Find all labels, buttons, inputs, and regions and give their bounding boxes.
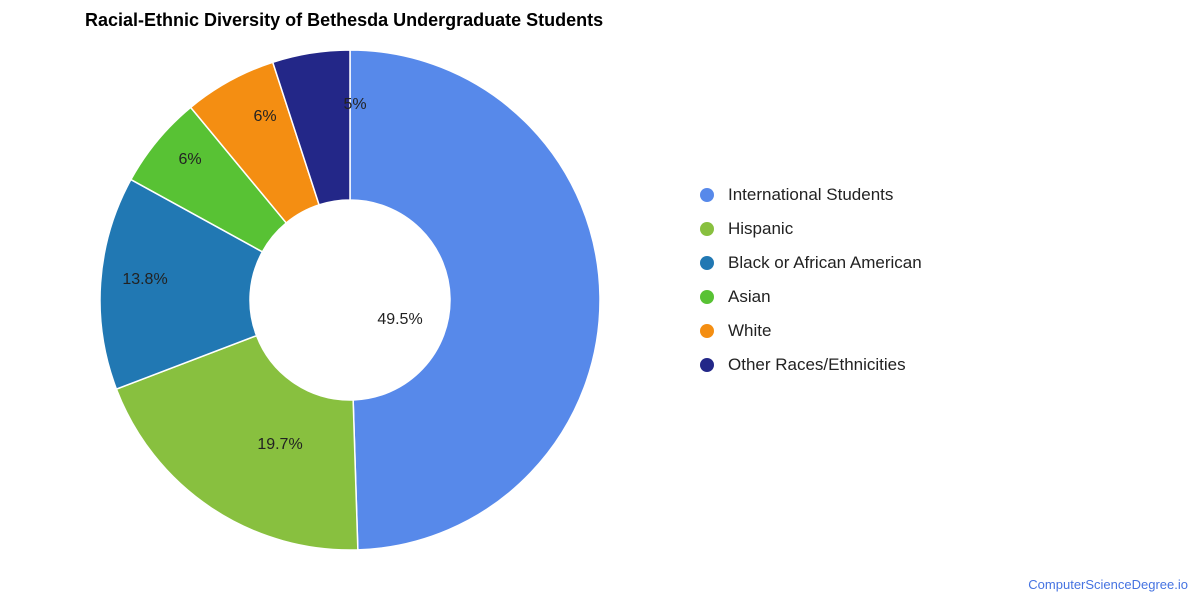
slice-label-1: 19.7% [257,436,302,453]
legend-label: Asian [728,287,771,307]
donut-svg: 49.5% 19.7% 13.8% 6% 6% 5% [80,30,620,570]
legend-item-3[interactable]: Asian [700,287,922,307]
legend-marker-icon [700,222,714,236]
attribution-link[interactable]: ComputerScienceDegree.io [1028,577,1188,592]
slice-label-5: 5% [343,96,366,113]
legend-label: International Students [728,185,893,205]
slice-label-4: 6% [253,108,276,125]
legend-item-5[interactable]: Other Races/Ethnicities [700,355,922,375]
legend-item-4[interactable]: White [700,321,922,341]
legend-marker-icon [700,358,714,372]
legend-label: White [728,321,771,341]
legend-item-0[interactable]: International Students [700,185,922,205]
slice-label-0: 49.5% [377,311,422,328]
slice-label-2: 13.8% [122,271,167,288]
legend-item-1[interactable]: Hispanic [700,219,922,239]
legend: International Students Hispanic Black or A… [700,185,922,389]
legend-label: Other Races/Ethnicities [728,355,906,375]
slice-0[interactable] [350,50,600,550]
legend-item-2[interactable]: Black or African American [700,253,922,273]
chart-title: Racial-Ethnic Diversity of Bethesda Unde… [85,10,603,31]
legend-marker-icon [700,256,714,270]
legend-marker-icon [700,324,714,338]
donut-chart: 49.5% 19.7% 13.8% 6% 6% 5% [80,30,620,570]
slice-label-3: 6% [178,151,201,168]
legend-marker-icon [700,188,714,202]
legend-label: Hispanic [728,219,793,239]
legend-marker-icon [700,290,714,304]
legend-label: Black or African American [728,253,922,273]
